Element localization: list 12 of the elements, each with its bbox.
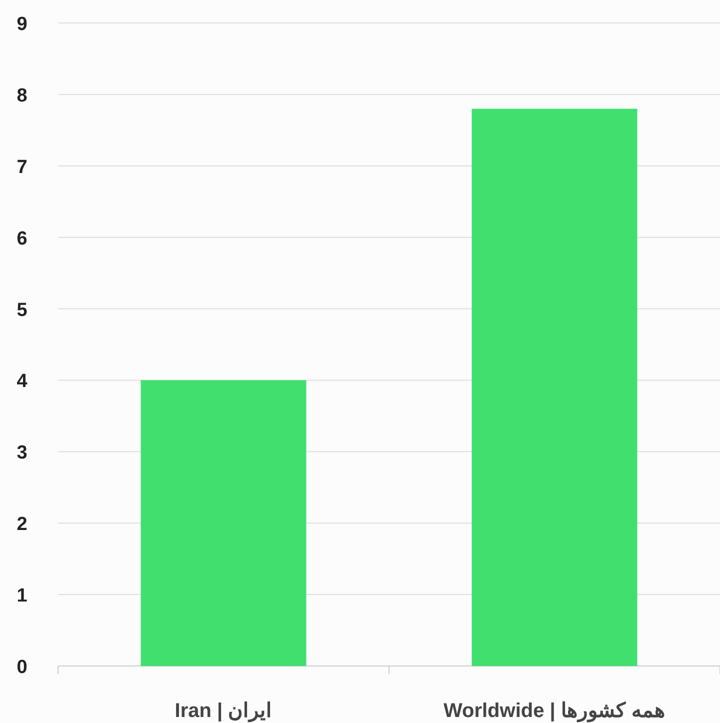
y-tick-label: 6: [16, 228, 28, 250]
y-tick-label: 0: [16, 657, 28, 678]
y-tick-label: 4: [16, 371, 28, 392]
y-tick-label: 9: [16, 14, 28, 35]
y-tick-label: 7: [16, 156, 28, 178]
y-tick-label: 8: [16, 85, 28, 106]
y-tick-label: 1: [16, 586, 28, 607]
x-tick-label: ایران | Iran: [174, 700, 272, 723]
x-tick-label: همه کشورها | Worldwide: [443, 700, 666, 723]
y-tick-label: 5: [16, 300, 28, 321]
y-tick-label: 3: [16, 442, 28, 464]
y-tick-label: 2: [16, 514, 28, 536]
